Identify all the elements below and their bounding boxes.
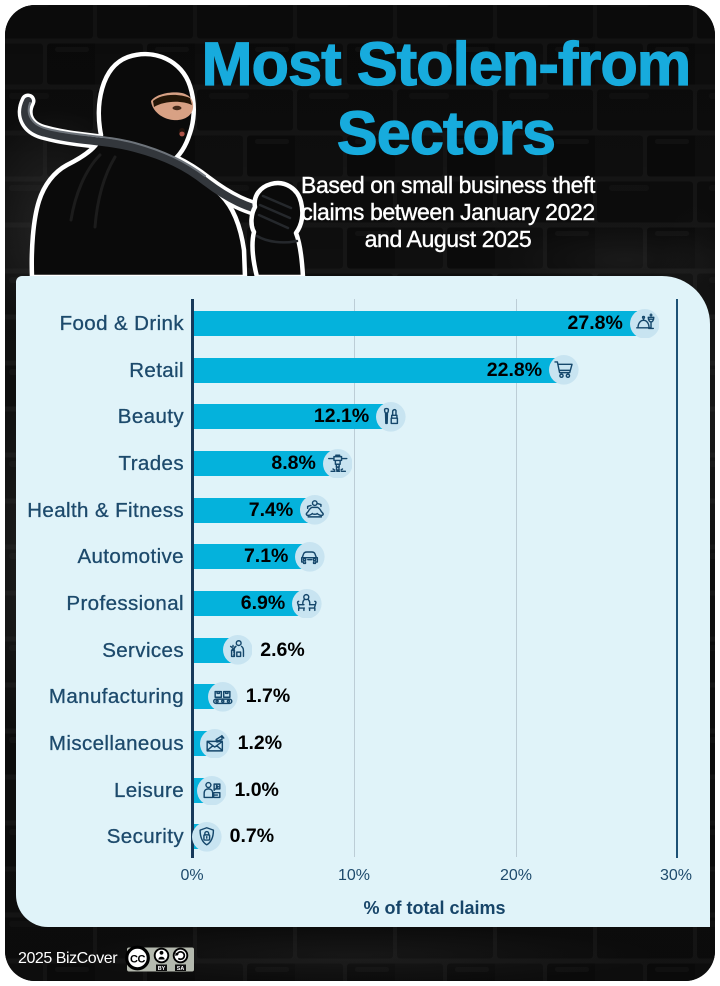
svg-text:BY: BY [158,966,166,972]
svg-text:CC: CC [130,953,145,965]
svg-text:SA: SA [177,966,185,972]
